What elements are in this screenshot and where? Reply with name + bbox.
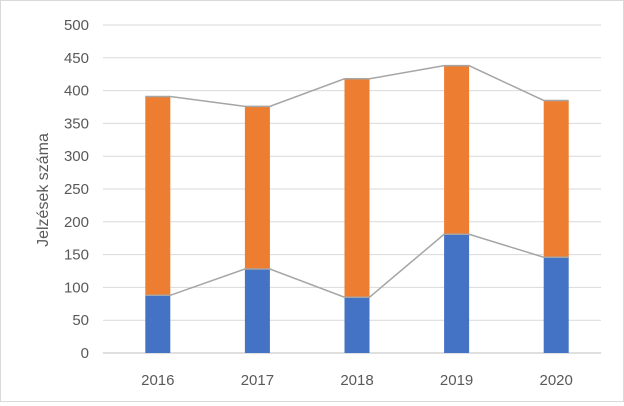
bar-segment-upper [543, 100, 569, 258]
bar-segment-lower [145, 295, 171, 353]
x-tick-labels: 2016 2017 2018 2019 2020 [141, 372, 573, 389]
x-tick-label: 2018 [340, 372, 373, 389]
bar-segment-lower [444, 234, 470, 353]
x-tick-label: 2016 [141, 372, 174, 389]
bar-segment-lower [543, 257, 569, 353]
bar-segment-lower [244, 269, 270, 353]
bar-segment-lower [344, 297, 370, 353]
y-tick-labels: 0 50 100 150 200 250 300 350 400 450 500 [64, 17, 89, 362]
x-tick-label: 2017 [241, 372, 274, 389]
series-connector-line [145, 64, 569, 108]
bar-segment-upper [244, 106, 270, 270]
y-tick-label: 400 [64, 83, 89, 100]
y-tick-label: 200 [64, 214, 89, 231]
y-tick-label: 300 [64, 148, 89, 165]
x-tick-label: 2020 [540, 372, 573, 389]
y-tick-label: 150 [64, 247, 89, 264]
y-tick-label: 50 [72, 312, 89, 329]
bar-segment-upper [344, 78, 370, 298]
bar-segment-upper [444, 65, 470, 235]
y-tick-label: 100 [64, 279, 89, 296]
x-tick-label: 2019 [440, 372, 473, 389]
bars [145, 65, 569, 353]
series-connector-line [145, 233, 569, 298]
y-tick-label: 450 [64, 50, 89, 67]
connector-lines [145, 64, 569, 298]
y-tick-label: 0 [81, 345, 89, 362]
y-tick-label: 350 [64, 115, 89, 132]
y-tick-label: 500 [64, 17, 89, 34]
bar-segment-upper [145, 96, 171, 296]
y-tick-label: 250 [64, 181, 89, 198]
y-axis-label: Jelzések száma [35, 133, 52, 247]
